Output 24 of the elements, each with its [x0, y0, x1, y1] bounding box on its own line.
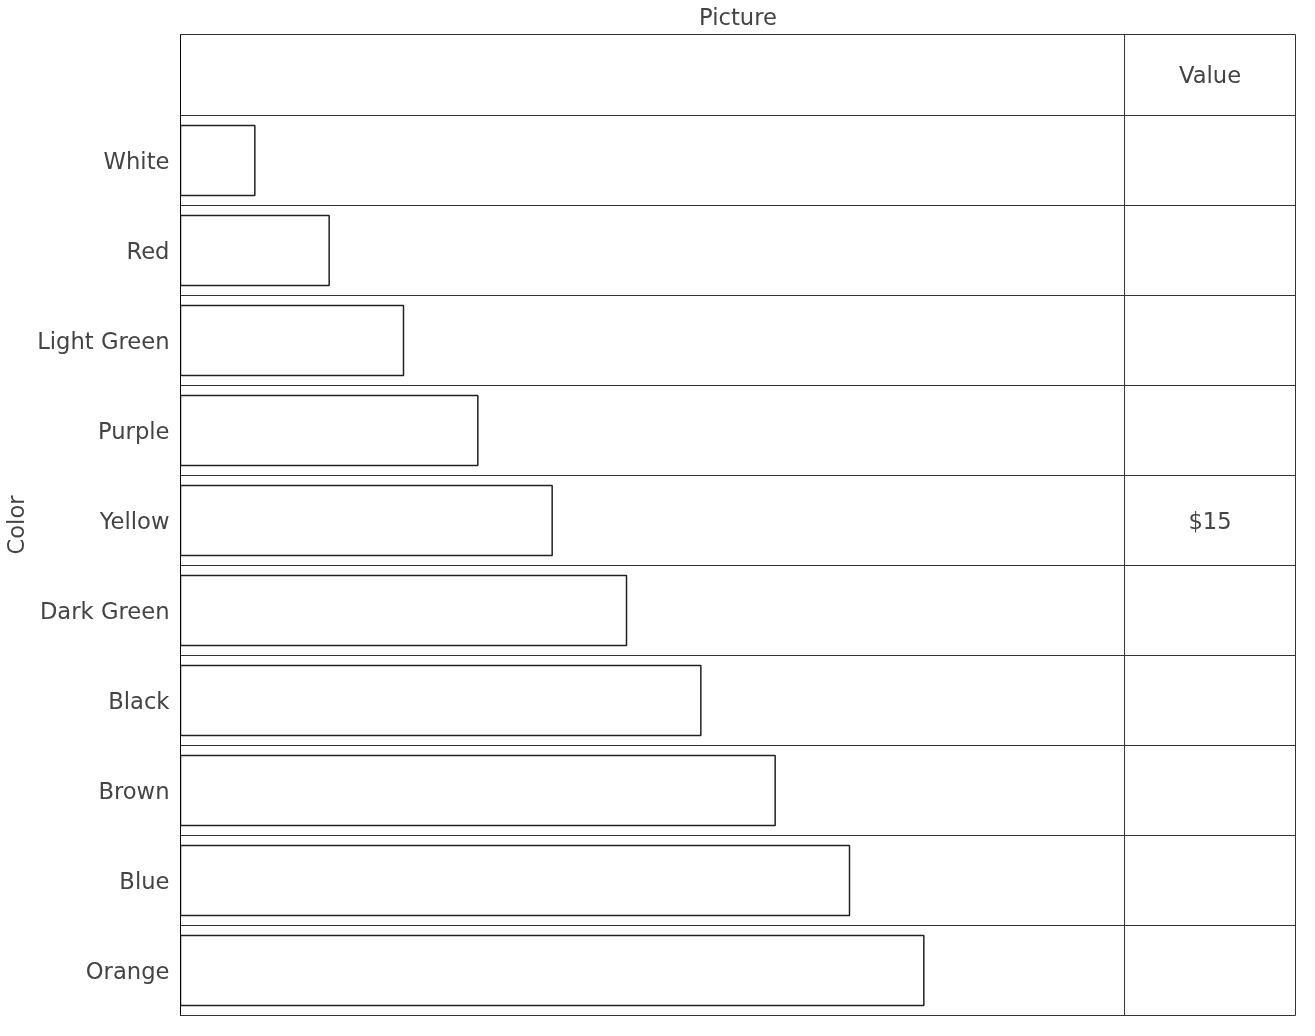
y-tick-label: Black: [108, 687, 171, 714]
x-axis-title: Picture: [699, 3, 777, 30]
bar: [180, 844, 851, 917]
bar: [180, 124, 256, 197]
bar: [180, 754, 776, 827]
y-tick-label: Purple: [97, 417, 170, 444]
y-tick-label: Dark Green: [39, 597, 170, 624]
y-tick-label: White: [103, 147, 170, 174]
y-tick-label: Yellow: [98, 507, 170, 534]
bar: [180, 304, 405, 377]
bar: [180, 934, 925, 1007]
bar: [180, 394, 479, 467]
y-tick-label: Brown: [98, 777, 170, 804]
text: $15: [1188, 507, 1232, 534]
text: Value: [1178, 62, 1242, 88]
y-tick-label: Orange: [85, 957, 170, 984]
bar: [180, 664, 702, 737]
y-tick-label: Light Green: [37, 327, 170, 354]
y-axis-title: Color: [3, 494, 30, 555]
bar: [180, 214, 330, 287]
y-tick-label: Blue: [119, 867, 170, 894]
bar: [180, 484, 553, 557]
bar: [180, 574, 628, 647]
y-tick-label: Red: [126, 237, 170, 264]
